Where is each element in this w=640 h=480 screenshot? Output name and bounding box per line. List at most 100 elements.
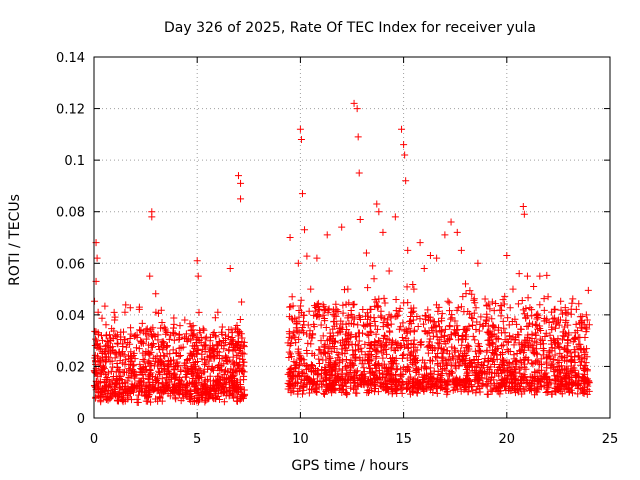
- data-point-cloud: [197, 393, 205, 401]
- data-point-cloud: [542, 388, 550, 396]
- data-point-cloud: [358, 348, 366, 356]
- data-point-cloud: [104, 390, 112, 398]
- data-point-cloud: [314, 299, 322, 307]
- data-point-cloud: [132, 344, 140, 352]
- data-point-cloud: [533, 350, 541, 358]
- data-point-cloud: [375, 369, 383, 377]
- data-point-cloud: [167, 331, 175, 339]
- data-point-cloud: [285, 348, 293, 356]
- data-point-cloud: [387, 314, 395, 322]
- data-point-cloud: [126, 335, 134, 343]
- data-point: [401, 151, 409, 159]
- data-point-cloud: [448, 343, 456, 351]
- data-point-cloud: [503, 346, 511, 354]
- data-point-cloud: [575, 370, 583, 378]
- data-point-cloud: [210, 328, 218, 336]
- data-point: [530, 282, 538, 290]
- data-point-cloud: [483, 310, 491, 318]
- data-point: [94, 386, 102, 394]
- data-point-cloud: [352, 341, 360, 349]
- data-point-cloud: [300, 311, 308, 319]
- data-point-cloud: [584, 286, 592, 294]
- data-point-cloud: [213, 347, 221, 355]
- data-point-cloud: [310, 351, 318, 359]
- data-point-cloud: [240, 376, 248, 384]
- data-point-cloud: [371, 346, 379, 354]
- data-point-cloud: [554, 357, 562, 365]
- data-point-cloud: [462, 290, 470, 298]
- data-point-cloud: [491, 361, 499, 369]
- data-point-cloud: [294, 348, 302, 356]
- data-point: [194, 272, 202, 280]
- data-point-cloud: [352, 347, 360, 355]
- data-point-cloud: [235, 329, 243, 337]
- data-point-cloud: [486, 305, 494, 313]
- data-point-cloud: [346, 366, 354, 374]
- data-point: [115, 368, 123, 376]
- data-point-cloud: [518, 297, 526, 305]
- data-point-cloud: [499, 341, 507, 349]
- data-point-cloud: [513, 386, 521, 394]
- data-point-cloud: [462, 383, 470, 391]
- data-point-cloud: [458, 341, 466, 349]
- data-point-cloud: [552, 388, 560, 396]
- data-point: [288, 293, 296, 301]
- data-point-cloud: [497, 312, 505, 320]
- data-point: [98, 350, 106, 358]
- data-point-cloud: [121, 368, 129, 376]
- data-point-cloud: [98, 332, 106, 340]
- data-point-cloud: [434, 361, 442, 369]
- data-point-cloud: [310, 320, 318, 328]
- data-point-cloud: [146, 371, 154, 379]
- data-point-cloud: [355, 312, 363, 320]
- data-point-cloud: [139, 378, 147, 386]
- data-point-cloud: [352, 368, 360, 376]
- data-point-cloud: [407, 373, 415, 381]
- data-point-cloud: [154, 342, 162, 350]
- data-point-cloud: [403, 354, 411, 362]
- data-point-cloud: [288, 353, 296, 361]
- data-point-cloud: [537, 366, 545, 374]
- data-point-cloud: [342, 320, 350, 328]
- data-point-cloud: [199, 325, 207, 333]
- data-point-cloud: [417, 364, 425, 372]
- data-point-cloud: [334, 308, 342, 316]
- data-point-cloud: [136, 368, 144, 376]
- data-point-cloud: [364, 353, 372, 361]
- data-point-cloud: [433, 301, 441, 309]
- data-point-cloud: [372, 385, 380, 393]
- data-point-cloud: [504, 364, 512, 372]
- data-point-cloud: [126, 304, 134, 312]
- data-point-cloud: [561, 365, 569, 373]
- data-point-cloud: [303, 349, 311, 357]
- data-point-cloud: [239, 358, 247, 366]
- data-point-cloud: [328, 383, 336, 391]
- data-point-cloud: [338, 336, 346, 344]
- data-point-cloud: [198, 394, 206, 402]
- data-point-cloud: [144, 348, 152, 356]
- data-point-cloud: [519, 341, 527, 349]
- data-point-cloud: [546, 331, 554, 339]
- data-point-cloud: [472, 353, 480, 361]
- data-point-cloud: [292, 327, 300, 335]
- data-point-cloud: [508, 318, 516, 325]
- data-point-cloud: [379, 323, 387, 331]
- data-point-cloud: [371, 339, 379, 347]
- data-point-cloud: [449, 386, 457, 394]
- data-point-cloud: [417, 338, 425, 346]
- data-point-cloud: [583, 325, 591, 333]
- data-point-cloud: [497, 378, 505, 386]
- data-point-cloud: [138, 338, 146, 346]
- data-point-cloud: [424, 306, 432, 314]
- data-point-cloud: [342, 364, 350, 372]
- data-point-cloud: [98, 388, 106, 396]
- data-point-cloud: [447, 331, 455, 339]
- data-point-cloud: [106, 381, 114, 389]
- data-point-cloud: [398, 389, 406, 397]
- data-point-cloud: [561, 304, 569, 312]
- y-tick-label: 0.08: [56, 206, 85, 221]
- data-point-cloud: [557, 306, 565, 314]
- data-point-cloud: [558, 390, 566, 398]
- data-point-cloud: [551, 324, 559, 332]
- data-point-cloud: [170, 336, 178, 344]
